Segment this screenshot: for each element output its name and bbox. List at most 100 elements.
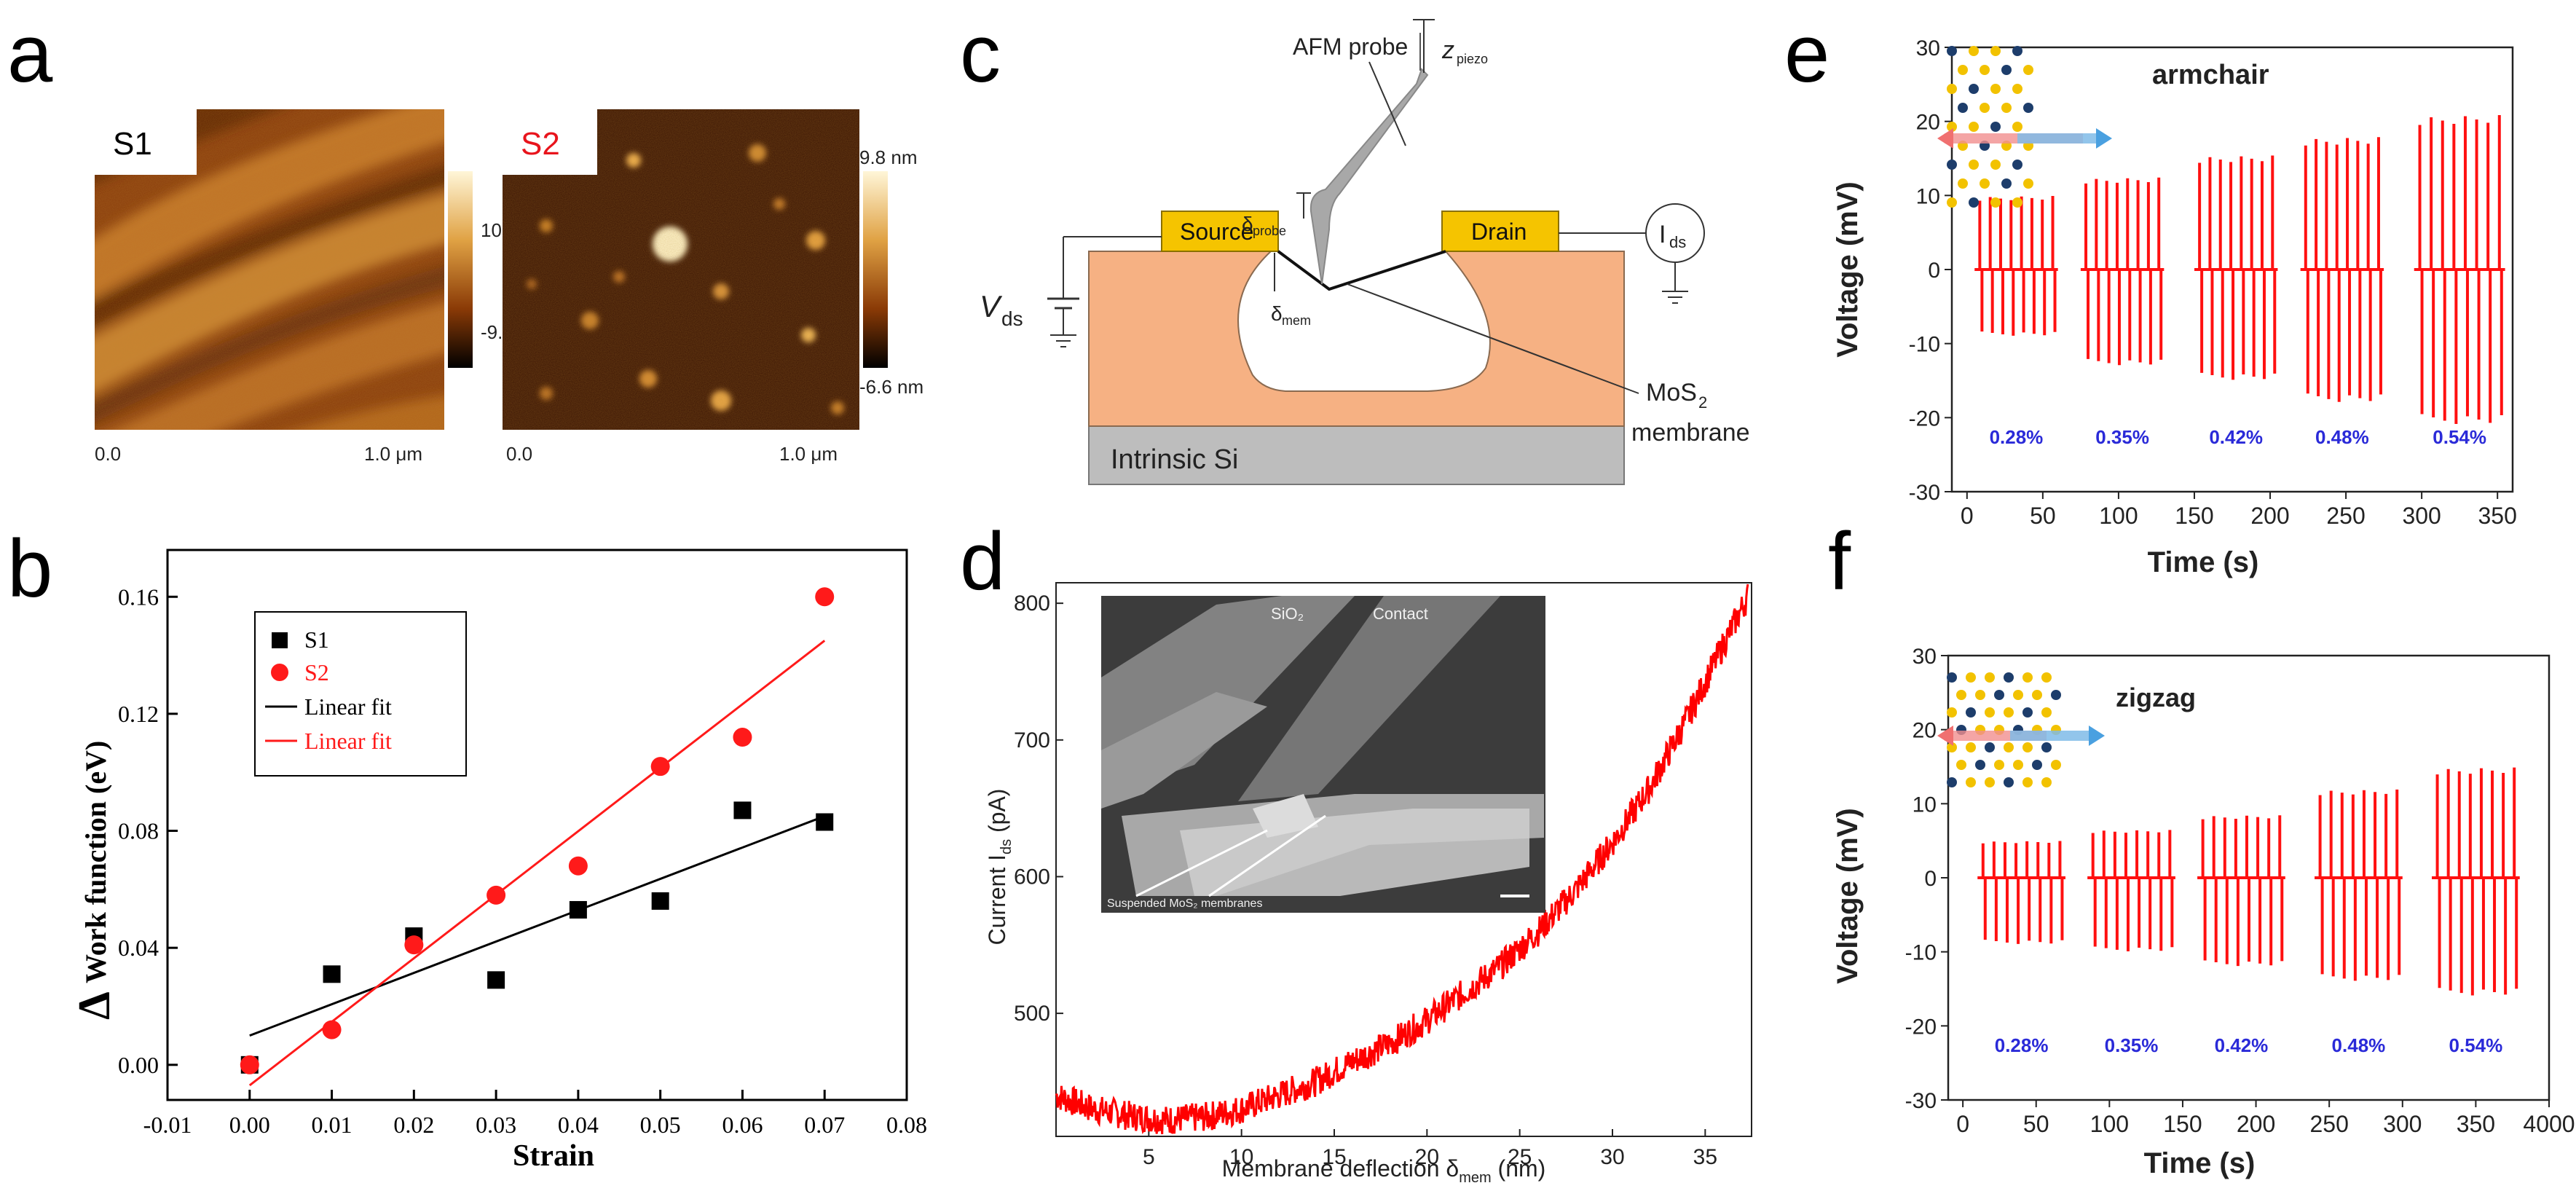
x-tick-label: 0.01: [312, 1112, 352, 1138]
lattice-atom: [1975, 760, 1985, 770]
y-tick-label: -20: [1905, 1015, 1937, 1039]
x-tick-label: 100: [2099, 503, 2138, 529]
strain-label: 0.48%: [2332, 1034, 2386, 1056]
lattice-atom: [2041, 707, 2052, 718]
x-tick-label: 250: [2309, 1111, 2348, 1137]
lattice-atom: [2001, 65, 2012, 75]
lattice-atom: [1947, 742, 1957, 752]
s2-point: [240, 1055, 259, 1074]
lattice-atom: [2041, 672, 2052, 683]
s2-colorbar: [863, 171, 888, 368]
strain-label: 0.42%: [2209, 426, 2263, 448]
mos2-label: MoS: [1646, 379, 1697, 406]
s2-point: [487, 885, 506, 905]
armchair-label: armchair: [2152, 60, 2269, 90]
legend-s1-marker: [272, 632, 288, 648]
panel-a: S1 0.0 1.0 μm 10.2 nm -9.0 nm: [80, 102, 925, 481]
panel-letter-e: e: [1784, 8, 1830, 99]
lattice-atom: [2004, 742, 2014, 752]
x-tick-label: 350: [2478, 503, 2516, 529]
device-schematic: Intrinsic Si Source Drain AFM probe z pi…: [980, 19, 1750, 485]
lattice-atom: [1969, 197, 1979, 208]
x-tick-label: 0.00: [229, 1112, 270, 1138]
s2-point: [733, 728, 752, 747]
zigzag-label: zigzag: [2116, 683, 2196, 712]
strain-label: 0.28%: [1995, 1034, 2049, 1056]
lattice-atom: [1956, 690, 1966, 700]
s2-scale-max: 9.8 nm: [859, 146, 918, 168]
s2-label-box: [503, 109, 597, 175]
lattice-atom: [2012, 46, 2022, 56]
x-tick-label: 4000: [2523, 1111, 2575, 1137]
lattice-atom: [1947, 160, 1957, 170]
chart-e-ylabel: Voltage (mV): [1832, 181, 1864, 358]
s1-point: [816, 813, 834, 831]
legend-s2-label: S2: [304, 659, 329, 685]
y-tick-label: 0: [1924, 867, 1937, 891]
lattice-atom: [1947, 122, 1957, 132]
legend-fit-red-label: Linear fit: [304, 728, 392, 754]
chart-d-frame: [1055, 582, 1752, 1137]
lattice-atom: [1994, 690, 2004, 700]
lattice-atom: [1969, 84, 1979, 94]
legend-fit-black-label: Linear fit: [304, 693, 392, 720]
armchair-lattice-icon: [1937, 46, 2112, 208]
lattice-atom: [1990, 160, 2001, 170]
ids-label: I: [1659, 221, 1666, 248]
s1-afm-image: [95, 109, 444, 430]
mos2-pointer: [1347, 283, 1639, 394]
inset-sio2-label: SiO₂: [1271, 605, 1304, 623]
x-tick-label: 300: [2383, 1111, 2422, 1137]
lattice-atom: [1947, 672, 1957, 683]
chart-d-xlabel: Membrane deflection δmem (nm): [1222, 1155, 1546, 1186]
x-tick-label: 200: [2250, 503, 2289, 529]
inset-arrow-1: [1135, 829, 1268, 897]
chart-d-ylabel: Current Ids (pA): [984, 789, 1015, 946]
lattice-atom: [1985, 707, 1995, 718]
y-tick-label: 500: [1014, 1002, 1050, 1026]
panel-letter-a: a: [7, 8, 53, 99]
panel-f: 0 50 100 150 200 250 300 350 4000 30 20 10 0 -10 -20 -3…: [1828, 634, 2576, 1187]
strain-label: 0.35%: [2105, 1034, 2159, 1056]
s2-point: [650, 757, 670, 777]
x-tick-label: 25: [1508, 1145, 1532, 1169]
s2-point: [404, 935, 424, 955]
x-tick-label: 15: [1322, 1145, 1346, 1169]
lattice-atom: [1985, 742, 1995, 752]
strain-label: 0.28%: [1990, 426, 2044, 448]
vds-sub: ds: [1001, 307, 1023, 330]
s1-label: S1: [113, 126, 152, 162]
panel-letter-d: d: [960, 516, 1006, 607]
delta-mem-label: δ: [1271, 302, 1283, 325]
lattice-atom: [2023, 103, 2033, 113]
x-tick-label: 10: [1229, 1145, 1253, 1169]
y-tick-label: 20: [1916, 111, 1940, 135]
legend-s2-marker: [271, 664, 288, 681]
lattice-atom: [2023, 65, 2033, 75]
panel-letter-f: f: [1828, 516, 1851, 607]
x-tick-label: 200: [2237, 1111, 2275, 1137]
delta-mem-sub: mem: [1282, 313, 1311, 328]
lattice-atom: [2004, 672, 2014, 683]
s1-label-box: [95, 109, 197, 175]
lattice-atom: [1990, 84, 2001, 94]
x-tick-label: 35: [1693, 1145, 1717, 1169]
panel-b: -0.01 0.00 0.01 0.02 0.03 0.04 0.05 0.06 0.07 0.0…: [58, 532, 961, 1180]
x-tick-label: 0: [1961, 503, 1974, 529]
chart-b-frame: [166, 549, 908, 1101]
lattice-atom: [1958, 65, 1968, 75]
legend-s1-label: S1: [304, 626, 329, 653]
x-tick-label: 0.08: [886, 1112, 927, 1138]
lattice-atom: [2012, 122, 2022, 132]
lattice-atom: [1966, 672, 1976, 683]
lattice-atom: [2004, 707, 2014, 718]
lattice-atom: [2051, 690, 2061, 700]
x-tick-label: 0.03: [476, 1112, 516, 1138]
y-tick-label: -20: [1909, 406, 1940, 431]
y-tick-label: 10: [1916, 184, 1940, 208]
s1-point: [651, 892, 669, 910]
source-electrode: [1161, 211, 1279, 252]
y-tick-label: 0.12: [118, 701, 159, 727]
y-tick-label: 600: [1014, 865, 1050, 889]
x-tick-label: 0.07: [804, 1112, 845, 1138]
